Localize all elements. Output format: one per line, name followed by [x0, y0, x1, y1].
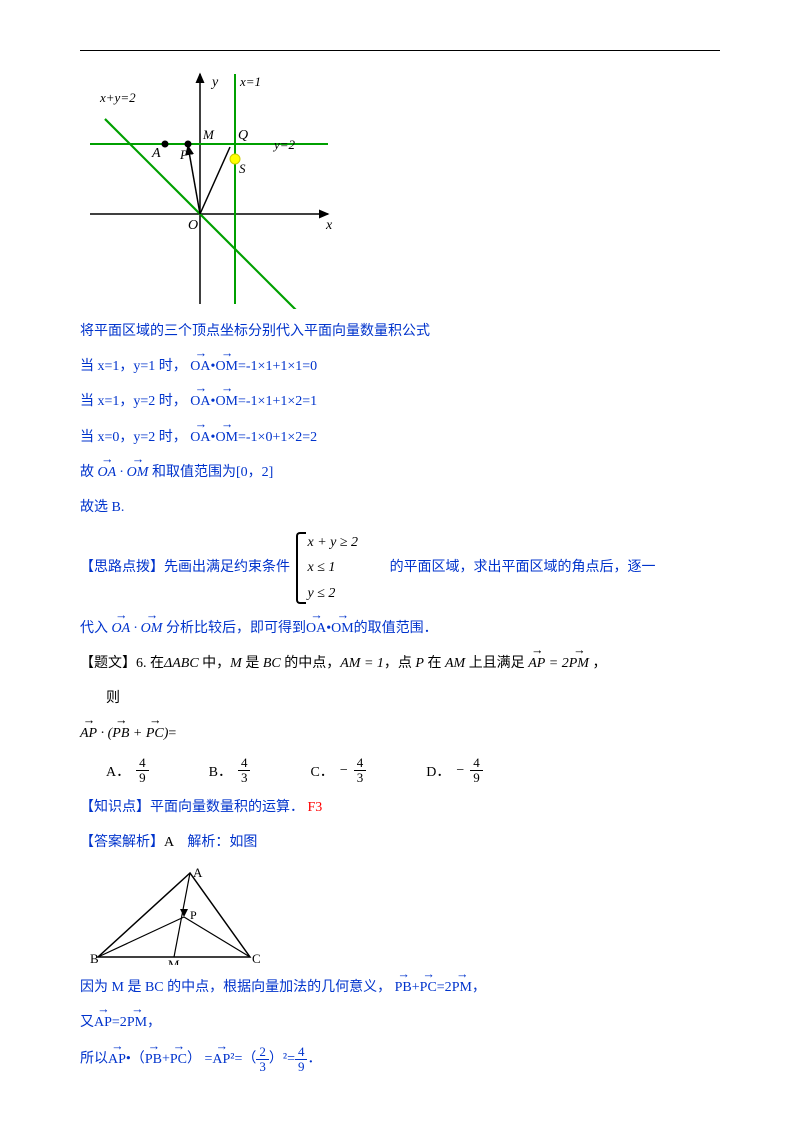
top-rule [80, 50, 720, 51]
calc-intro: 将平面区域的三个顶点坐标分别代入平面向量数量积公式 [80, 319, 720, 344]
point-s-label: S [239, 161, 246, 176]
svg-text:C: C [252, 951, 260, 965]
page: y x O x+y=2 x=1 y=2 A P M Q S 将平面区域的三个顶点… [0, 0, 800, 1132]
therefore-b: 故选 B. [80, 495, 720, 520]
calc-line-1: 当 x=1，y=1 时， OA•OM=-1×1+1×1=0 [80, 354, 720, 379]
option-a[interactable]: A． 49 [106, 756, 149, 784]
knowledge-line: 【知识点】平面向量数量积的运算． F3 [80, 795, 720, 820]
sol-line-2: 又AP=2PM， [80, 1010, 720, 1035]
line-x1-label: x=1 [239, 74, 261, 89]
graph-svg: y x O x+y=2 x=1 y=2 A P M Q S [80, 69, 340, 309]
question-expr: AP · (PB + PC)= [80, 721, 720, 746]
option-b[interactable]: B． 43 [209, 756, 251, 784]
calc-line-3: 当 x=0，y=2 时， OA•OM=-1×0+1×2=2 [80, 425, 720, 450]
point-m-label: M [202, 127, 215, 142]
constraint-brace: x + y ≥ 2 x ≤ 1 y ≤ 2 [294, 530, 359, 606]
option-c[interactable]: C．− 43 [310, 756, 366, 784]
line-xpy-label: x+y=2 [99, 90, 136, 105]
line-y2-label: y=2 [272, 137, 296, 152]
svg-text:A: A [193, 865, 203, 880]
x-axis-label: x [325, 218, 333, 233]
sol-line-1: 因为 M 是 BC 的中点，根据向量加法的几何意义， PB+PC=2PM， [80, 975, 720, 1000]
triangle-figure: A B C M P [80, 865, 720, 965]
answer-line: 【答案解析】A 解析：如图 [80, 830, 720, 855]
question-stem: 【题文】6. 在ΔABC 中，M 是 BC 的中点，AM = 1，点 P 在 A… [80, 651, 720, 676]
point-p-label: P [179, 147, 188, 162]
origin-label: O [188, 218, 198, 233]
options-row: A． 49 B． 43 C．− 43 D．− 49 [80, 756, 720, 784]
hint-line-1: 【思路点拨】先画出满足约束条件 x + y ≥ 2 x ≤ 1 y ≤ 2 的平… [80, 530, 720, 606]
svg-text:P: P [190, 908, 197, 922]
hint-line-2: 代入 OA · OM 分析比较后，即可得到OA•OM的取值范围． [80, 616, 720, 641]
svg-text:M: M [168, 957, 180, 965]
sol-line-3: 所以AP•（PB+PC） =AP²=（23）²=49． [80, 1045, 720, 1073]
range-line: 故 OA · OM 和取值范围为[0，2] [80, 460, 720, 485]
triangle-svg: A B C M P [90, 865, 260, 965]
y-axis-label: y [210, 75, 219, 90]
point-q-label: Q [238, 128, 248, 143]
coordinate-graph: y x O x+y=2 x=1 y=2 A P M Q S [80, 69, 720, 309]
option-d[interactable]: D．− 49 [426, 756, 483, 784]
svg-text:B: B [90, 951, 99, 965]
point-a-label: A [151, 146, 161, 161]
question-then: 则 [80, 686, 720, 711]
calc-line-2: 当 x=1，y=2 时， OA•OM=-1×1+1×2=1 [80, 389, 720, 414]
